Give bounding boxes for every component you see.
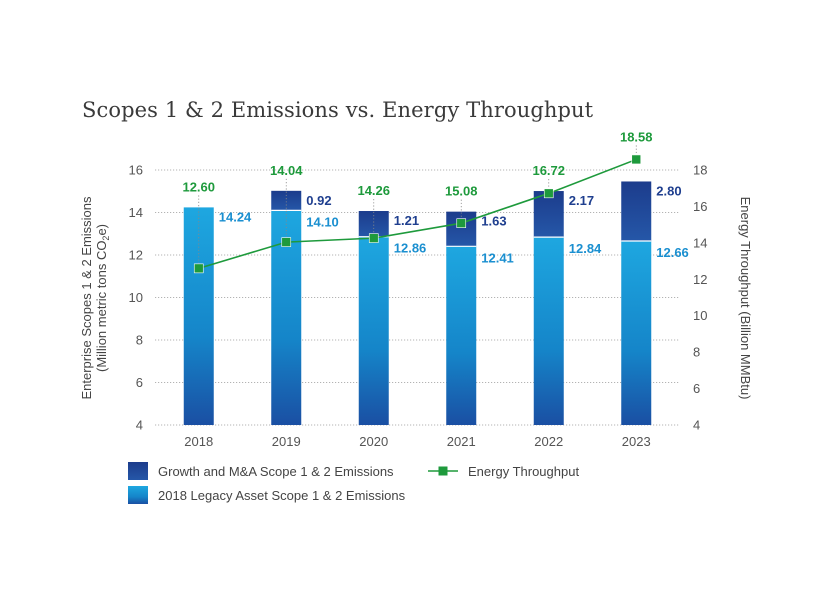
energy-value-label: 16.72 <box>532 163 565 178</box>
growth-value-label: 1.63 <box>481 214 506 229</box>
growth-bar <box>446 211 477 247</box>
legacy-bar <box>621 240 652 425</box>
growth-bar <box>271 190 302 211</box>
left-tick-label: 12 <box>129 248 143 263</box>
x-tick-label: 2021 <box>447 434 476 449</box>
energy-value-label: 15.08 <box>445 184 478 199</box>
legend-swatch-legacy <box>128 486 148 504</box>
legacy-bar <box>358 236 389 425</box>
right-tick-label: 8 <box>693 345 700 360</box>
legend-label-legacy: 2018 Legacy Asset Scope 1 & 2 Emissions <box>158 488 406 503</box>
growth-value-label: 2.80 <box>656 183 681 198</box>
right-tick-label: 10 <box>693 308 707 323</box>
legacy-value-label: 12.84 <box>569 241 602 256</box>
right-tick-label: 16 <box>693 199 707 214</box>
legacy-value-label: 14.24 <box>219 209 252 224</box>
energy-value-label: 18.58 <box>620 129 653 144</box>
energy-line <box>193 145 642 274</box>
x-tick-label: 2018 <box>184 434 213 449</box>
legacy-bar <box>446 246 477 425</box>
x-tick-label: 2020 <box>359 434 388 449</box>
left-tick-label: 10 <box>129 290 143 305</box>
legacy-value-label: 12.86 <box>394 241 427 256</box>
gridlines <box>155 169 680 426</box>
growth-bar <box>358 211 389 237</box>
chart-title: Scopes 1 & 2 Emissions vs. Energy Throug… <box>82 98 594 122</box>
growth-value-label: 1.21 <box>394 213 419 228</box>
legacy-value-label: 12.66 <box>656 245 689 260</box>
legend: Growth and M&A Scope 1 & 2 Emissions 2018… <box>128 462 579 504</box>
energy-marker <box>193 263 204 274</box>
right-tick-label: 18 <box>693 163 707 178</box>
legacy-value-label: 14.10 <box>306 214 339 229</box>
value-labels: 14.24 0.92 14.10 1.21 12.86 1.63 12.41 2.17 12.8… <box>182 129 688 265</box>
growth-value-label: 2.17 <box>569 193 594 208</box>
left-tick-label: 6 <box>136 375 143 390</box>
energy-marker <box>281 237 292 247</box>
left-tick-label: 14 <box>129 205 143 220</box>
legend-label-energy: Energy Throughput <box>468 464 579 479</box>
legacy-value-label: 12.41 <box>481 250 514 265</box>
right-tick-label: 6 <box>693 381 700 396</box>
left-tick-label: 16 <box>129 163 143 178</box>
legend-label-growth: Growth and M&A Scope 1 & 2 Emissions <box>158 464 394 479</box>
right-tick-label: 12 <box>693 272 707 287</box>
x-tick-label: 2023 <box>622 434 651 449</box>
energy-line-path <box>198 158 637 270</box>
growth-value-label: 0.92 <box>306 193 331 208</box>
energy-marker <box>456 218 467 228</box>
legend-swatch-growth <box>128 462 148 480</box>
right-tick-label: 14 <box>693 235 707 250</box>
left-tick-label: 8 <box>136 333 143 348</box>
energy-value-label: 14.26 <box>357 183 390 198</box>
energy-marker <box>631 154 642 165</box>
bars <box>183 181 652 425</box>
legacy-bar <box>183 207 214 425</box>
energy-value-label: 12.60 <box>182 179 215 194</box>
legend-marker-energy <box>438 466 448 476</box>
right-axis-title: Energy Throughput (Billion MMBtu) <box>738 197 753 400</box>
left-axis-title: Enterprise Scopes 1 & 2 Emissions(Millio… <box>79 196 111 400</box>
energy-marker <box>543 188 554 199</box>
legacy-bar <box>533 237 564 425</box>
x-tick-label: 2022 <box>534 434 563 449</box>
growth-bar <box>533 191 564 238</box>
energy-value-label: 14.04 <box>270 163 303 178</box>
left-tick-label: 4 <box>136 418 143 433</box>
x-tick-label: 2019 <box>272 434 301 449</box>
growth-bar <box>621 181 652 241</box>
energy-marker <box>368 233 379 243</box>
right-tick-label: 4 <box>693 418 700 433</box>
axes: 4 6 8 10 12 14 16 4 6 8 10 12 14 16 18 2018 2019 2020 2021… <box>79 163 753 450</box>
